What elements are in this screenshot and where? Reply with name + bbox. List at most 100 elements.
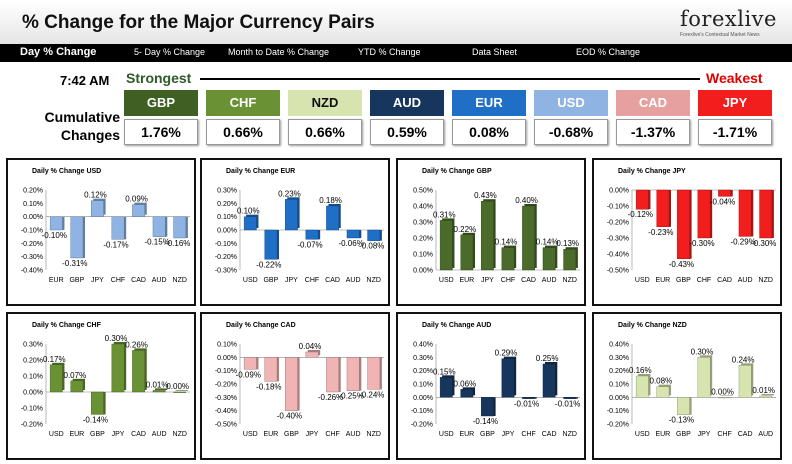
data-label: 0.18%	[319, 196, 342, 205]
bar	[285, 197, 300, 231]
y-tick-label: 0.00%	[609, 188, 629, 195]
bar	[70, 216, 86, 259]
x-tick-label: NZD	[173, 277, 187, 284]
data-label: -0.12%	[628, 210, 653, 219]
bar	[346, 357, 362, 391]
data-label: -0.01%	[514, 400, 539, 409]
y-tick-label: -0.10%	[411, 408, 433, 415]
nav-data-sheet[interactable]: Data Sheet	[472, 47, 518, 57]
tile-code: AUD	[370, 90, 444, 116]
bar-face	[501, 247, 515, 271]
data-label: -0.06%	[338, 239, 363, 248]
tile-aud: AUD 0.59%	[370, 90, 444, 145]
chart-panel-gbp: Daily % Change GBP 0.50% 0.40% 0.30% 0.20% 0.…	[396, 158, 586, 306]
tile-code: CHF	[206, 90, 280, 116]
data-label: 0.09%	[125, 195, 148, 204]
data-label: 0.26%	[125, 340, 148, 349]
chart-panel-eur: Daily % Change EUR 0.30% 0.20% 0.10% 0.00% -0…	[200, 158, 390, 306]
chart-title: Daily % Change NZD	[618, 322, 687, 329]
bar-face	[563, 248, 577, 271]
y-tick-label: 0.00%	[609, 395, 629, 402]
bar	[481, 397, 496, 417]
data-label: 0.00%	[711, 387, 734, 396]
x-tick-label: EUR	[49, 277, 64, 284]
bar	[367, 229, 382, 241]
y-tick-label: -0.40%	[21, 268, 43, 275]
bar-shadow	[154, 388, 168, 390]
y-tick-label: 0.10%	[413, 252, 433, 259]
x-tick-label: NZD	[563, 277, 577, 284]
y-tick-label: 0.30%	[413, 220, 433, 227]
data-label: -0.04%	[710, 197, 735, 206]
nav-month-to-date-change[interactable]: Month to Date % Change	[228, 47, 330, 57]
bar-face	[346, 229, 360, 239]
bar-face	[264, 357, 278, 382]
chart-title: Daily % Change USD	[32, 168, 102, 175]
bar	[542, 362, 558, 398]
nav-day-change[interactable]: Day % Change	[20, 46, 97, 58]
y-tick-label: -0.10%	[215, 368, 237, 375]
x-tick-label: CHF	[305, 277, 319, 284]
nav-5day-change[interactable]: 5- Day % Change	[134, 47, 206, 57]
bar-shadow	[720, 395, 733, 396]
tile-value: -1.37%	[616, 119, 690, 145]
bar-face	[173, 391, 187, 393]
data-label: -0.23%	[648, 228, 673, 237]
bar-face	[91, 391, 104, 415]
tile-value: 0.08%	[452, 119, 526, 145]
x-tick-label: AUD	[152, 431, 167, 438]
tile-code: USD	[534, 90, 608, 116]
data-label: 0.30%	[105, 334, 128, 343]
data-label: 0.12%	[84, 191, 107, 200]
data-label: -0.25%	[338, 392, 363, 401]
bar-face	[718, 189, 731, 197]
bar	[264, 357, 280, 382]
logo-tagline: Forexlive's Contextual Market News	[680, 32, 760, 38]
chart-panel-usd: Daily % Change USD 0.20% 0.10% 0.00% -0.10% -…	[6, 158, 196, 306]
x-tick-label: USD	[49, 431, 64, 438]
bar-face	[656, 189, 670, 227]
bar	[285, 357, 300, 411]
x-tick-label: USD	[439, 431, 454, 438]
bar-face	[243, 357, 257, 370]
bar	[718, 395, 733, 399]
y-tick-label: 0.40%	[609, 342, 629, 349]
page-title: % Change for the Major Currency Pairs	[22, 12, 375, 33]
tile-value: -1.71%	[698, 119, 772, 145]
data-label: 0.40%	[515, 196, 538, 205]
bar	[635, 189, 651, 210]
nav-ytd-change[interactable]: YTD % Change	[358, 47, 421, 57]
strength-range-line	[200, 78, 700, 80]
data-label: 0.17%	[43, 355, 66, 364]
nav-eod-change[interactable]: EOD % Change	[576, 47, 641, 57]
data-label: 0.22%	[454, 225, 477, 234]
x-tick-label: EUR	[655, 431, 670, 438]
bar-face	[367, 357, 381, 390]
bar-face	[697, 357, 711, 398]
y-tick-label: 0.20%	[23, 358, 43, 365]
chart-panel-jpy: Daily % Change JPY 0.00% -0.10% -0.20% -0.30…	[592, 158, 782, 306]
data-label: -0.16%	[165, 239, 190, 248]
bar	[111, 342, 127, 393]
bar	[563, 247, 578, 271]
x-tick-label: JPY	[481, 277, 494, 284]
x-tick-label: CHF	[111, 277, 125, 284]
bar	[677, 189, 692, 260]
bar-face	[738, 365, 752, 398]
bar	[243, 357, 259, 370]
bar	[759, 394, 774, 398]
bar-face	[563, 397, 577, 399]
bar-face	[91, 200, 104, 217]
bar	[305, 350, 321, 358]
chart-chf: 0.30% 0.20% 0.10% 0.00% -0.10% -0.20% 0.17% USD…	[21, 334, 190, 438]
bar	[305, 229, 321, 240]
x-tick-label: CAD	[521, 277, 536, 284]
x-tick-label: JPY	[502, 431, 515, 438]
bar-face	[439, 220, 453, 271]
bar	[656, 189, 672, 227]
x-tick-label: GBP	[676, 277, 691, 284]
data-label: 0.43%	[474, 191, 497, 200]
y-tick-label: 0.20%	[413, 368, 433, 375]
bar-face	[264, 229, 278, 260]
bar-face	[326, 357, 339, 393]
